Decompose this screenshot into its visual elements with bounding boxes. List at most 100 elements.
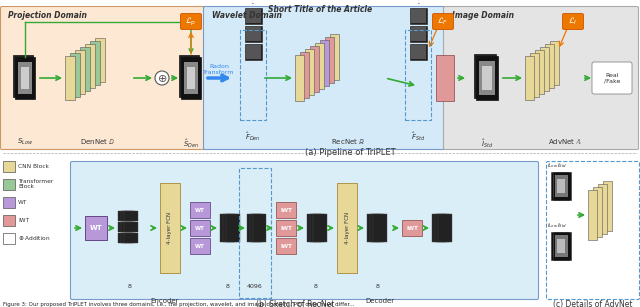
Text: $\hat{I}_{Std}$: $\hat{I}_{Std}$	[481, 137, 493, 150]
Bar	[80, 47, 90, 91]
Bar	[121, 211, 135, 221]
Bar	[190, 238, 210, 254]
Bar	[300, 52, 309, 98]
Text: 8: 8	[314, 284, 318, 289]
Bar	[246, 45, 260, 59]
Bar	[555, 179, 563, 193]
Bar	[555, 239, 563, 253]
Bar	[226, 214, 240, 242]
Text: ...: ...	[312, 223, 321, 233]
Bar	[240, 30, 266, 120]
Text: Real
/Fake: Real /Fake	[604, 72, 620, 84]
FancyBboxPatch shape	[1, 6, 207, 150]
Text: WT: WT	[18, 200, 28, 204]
Text: $\mathcal{L}_F$: $\mathcal{L}_F$	[437, 16, 449, 27]
Bar	[530, 53, 539, 97]
Text: IWT: IWT	[280, 208, 292, 212]
FancyBboxPatch shape	[592, 62, 632, 94]
Text: CNN Block: CNN Block	[18, 164, 49, 169]
Text: Figure 3: Our proposed TriPLET involves three domains, i.e., the projection, wav: Figure 3: Our proposed TriPLET involves …	[3, 302, 355, 307]
Bar	[545, 44, 554, 88]
FancyBboxPatch shape	[433, 14, 454, 29]
FancyBboxPatch shape	[444, 6, 639, 150]
Bar	[438, 214, 452, 242]
Bar	[405, 30, 431, 120]
Bar	[410, 9, 426, 23]
Bar	[553, 175, 566, 197]
Bar	[551, 232, 569, 260]
Bar	[239, 168, 271, 298]
Bar	[474, 54, 496, 98]
Text: $\oplus$ Addition: $\oplus$ Addition	[18, 234, 51, 242]
Bar	[540, 47, 549, 91]
Text: $I_{Std}$: $I_{Std}$	[557, 221, 567, 230]
Bar	[253, 214, 266, 242]
Bar	[476, 56, 498, 100]
Bar	[410, 8, 426, 24]
Bar	[551, 172, 569, 200]
Text: $I_{Std}$: $I_{Std}$	[557, 161, 567, 170]
Bar	[21, 67, 29, 89]
Bar	[220, 214, 234, 242]
Text: (b) Sketch of RecNet: (b) Sketch of RecNet	[256, 300, 334, 307]
Text: ...: ...	[223, 223, 232, 233]
Bar	[18, 62, 32, 94]
Bar	[124, 233, 138, 243]
Bar	[598, 184, 607, 234]
Bar	[593, 187, 602, 237]
Text: Short Title of the Article: Short Title of the Article	[268, 5, 372, 14]
FancyBboxPatch shape	[563, 14, 584, 29]
Bar	[247, 214, 260, 242]
Text: Image Domain: Image Domain	[452, 11, 514, 20]
Bar	[85, 216, 107, 240]
Bar	[557, 179, 565, 193]
Bar	[121, 233, 135, 243]
Bar	[550, 41, 559, 85]
Bar	[373, 214, 387, 242]
Text: IWT: IWT	[280, 243, 292, 248]
Bar	[15, 57, 35, 99]
Text: $I_{Low}$: $I_{Low}$	[547, 161, 559, 170]
Bar	[276, 202, 296, 218]
Bar	[479, 61, 495, 95]
Bar	[13, 55, 33, 97]
Bar	[118, 222, 132, 232]
Bar	[315, 43, 324, 89]
Bar	[244, 44, 262, 60]
Text: ⋮: ⋮	[413, 0, 423, 5]
Bar	[190, 202, 210, 218]
Bar	[250, 214, 263, 242]
Bar	[160, 183, 180, 273]
Bar	[244, 8, 262, 24]
Text: WT: WT	[90, 225, 102, 231]
Bar	[557, 239, 565, 253]
Text: $I_{Low}$: $I_{Low}$	[547, 221, 559, 230]
Text: 4-layer FCN: 4-layer FCN	[168, 212, 173, 244]
Text: Transformer
Block: Transformer Block	[18, 179, 53, 189]
Bar	[337, 183, 357, 273]
Text: $\hat{F}_{Den}$: $\hat{F}_{Den}$	[245, 130, 261, 142]
Text: (c) Details of AdvNet: (c) Details of AdvNet	[553, 300, 633, 307]
Text: IWT: IWT	[18, 217, 29, 223]
Bar	[482, 66, 492, 90]
Bar	[75, 50, 85, 94]
Bar	[555, 235, 568, 257]
Bar	[313, 214, 327, 242]
Bar	[179, 55, 199, 97]
Text: Projection Domain: Projection Domain	[8, 11, 87, 20]
Text: RecNet $\mathbb{R}$: RecNet $\mathbb{R}$	[331, 137, 365, 146]
Bar	[187, 67, 195, 89]
Bar	[124, 222, 138, 232]
Bar	[244, 26, 262, 42]
FancyBboxPatch shape	[180, 14, 202, 29]
Bar	[3, 215, 15, 226]
Bar	[535, 50, 544, 94]
Bar	[603, 181, 612, 231]
Bar	[432, 214, 446, 242]
Bar	[435, 214, 449, 242]
Text: $\mathcal{L}_I$: $\mathcal{L}_I$	[568, 16, 578, 27]
Bar	[95, 38, 105, 82]
Bar	[555, 175, 568, 197]
Bar	[90, 41, 100, 85]
Text: $S_{Low}$: $S_{Low}$	[17, 137, 33, 147]
